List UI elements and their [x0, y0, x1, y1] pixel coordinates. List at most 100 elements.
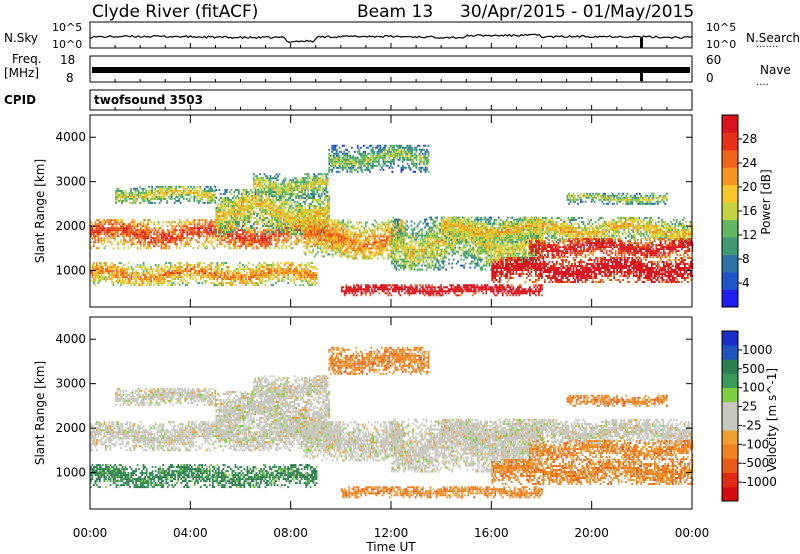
heatmap-cell [131, 245, 133, 247]
heatmap-cell [326, 227, 328, 229]
heatmap-cell [309, 177, 311, 179]
heatmap-cell [95, 239, 97, 241]
heatmap-cell [198, 196, 200, 198]
heatmap-cell [285, 177, 287, 179]
heatmap-cell [273, 195, 275, 197]
heatmap-cell [107, 233, 109, 235]
heatmap-cell [183, 196, 185, 198]
heatmap-cell [131, 276, 133, 278]
nsearch-legend-dots: ······· [756, 42, 778, 53]
heatmap-cell [140, 245, 142, 247]
heatmap-cell [342, 219, 344, 221]
heatmap-cell [194, 225, 196, 227]
heatmap-cell [289, 207, 291, 209]
heatmap-cell [259, 268, 261, 270]
heatmap-cell [315, 219, 317, 221]
heatmap-cell [243, 225, 245, 227]
heatmap-cell [333, 241, 335, 243]
heatmap-cell [287, 262, 289, 264]
heatmap-cell [225, 278, 227, 280]
heatmap-cell [280, 235, 282, 237]
heatmap-cell [166, 194, 168, 196]
heatmap-cell [319, 205, 321, 207]
freq-panel: Freq. [MHz] 18 8 Nave ···· 60 0 [4, 52, 791, 91]
heatmap-cell [345, 231, 347, 233]
heatmap-cell [375, 251, 377, 253]
heatmap-cell [165, 247, 167, 249]
heatmap-cell [285, 187, 287, 189]
heatmap-cell [353, 247, 355, 249]
heatmap-cell [374, 225, 376, 227]
heatmap-cell [175, 188, 177, 190]
heatmap-cell [150, 284, 152, 286]
heatmap-cell [303, 221, 305, 223]
heatmap-cell [317, 247, 319, 249]
heatmap-cell [297, 193, 299, 195]
heatmap-cell [183, 231, 185, 233]
heatmap-cell [195, 239, 197, 241]
heatmap-cell [93, 282, 95, 284]
heatmap-cell [224, 227, 226, 229]
heatmap-cell [140, 243, 142, 245]
heatmap-cell [236, 247, 238, 249]
heatmap-cell [347, 221, 349, 223]
heatmap-cell [150, 278, 152, 280]
heatmap-cell [320, 231, 322, 233]
heatmap-cell [180, 190, 182, 192]
heatmap-cell [374, 233, 376, 235]
heatmap-cell [316, 175, 318, 177]
heatmap-cell [235, 201, 237, 203]
heatmap-cell [164, 272, 166, 274]
heatmap-cell [229, 245, 231, 247]
heatmap-cell [368, 227, 370, 229]
heatmap-cell [285, 229, 287, 231]
heatmap-cell [235, 284, 237, 286]
heatmap-cell [308, 282, 310, 284]
heatmap-cell [129, 280, 131, 282]
heatmap-cell [96, 262, 98, 264]
heatmap-cell [284, 264, 286, 266]
freq-label: Freq. [12, 52, 42, 66]
heatmap-cell [300, 203, 302, 205]
heatmap-cell [374, 237, 376, 239]
heatmap-cell [224, 245, 226, 247]
heatmap-cell [332, 233, 334, 235]
heatmap-cell [287, 282, 289, 284]
heatmap-cell [265, 247, 267, 249]
heatmap-cell [250, 278, 252, 280]
heatmap-cell [253, 177, 255, 179]
heatmap-cell [285, 231, 287, 233]
heatmap-cell [140, 276, 142, 278]
heatmap-cell [126, 194, 128, 196]
heatmap-cell [315, 199, 317, 201]
heatmap-cell [176, 225, 178, 227]
heatmap-cell [161, 266, 163, 268]
heatmap-cell [321, 173, 323, 175]
heatmap-cell [141, 194, 143, 196]
heatmap-cell [301, 237, 303, 239]
heatmap-cell [141, 202, 143, 204]
heatmap-cell [110, 264, 112, 266]
heatmap-cell [315, 237, 317, 239]
heatmap-cell [149, 245, 151, 247]
heatmap-cell [213, 278, 215, 280]
heatmap-cell [206, 270, 208, 272]
heatmap-cell [261, 183, 263, 185]
heatmap-cell [220, 217, 222, 219]
heatmap-cell [159, 194, 161, 196]
heatmap-cell [285, 191, 287, 193]
heatmap-cell [195, 280, 197, 282]
heatmap-cell [158, 229, 160, 231]
heatmap-cell [147, 268, 149, 270]
heatmap-cell [243, 213, 245, 215]
heatmap-cell [149, 219, 151, 221]
heatmap-cell [267, 175, 269, 177]
heatmap-cell [146, 225, 148, 227]
heatmap-cell [280, 262, 282, 264]
heatmap-cell [249, 191, 251, 193]
heatmap-cell [156, 233, 158, 235]
heatmap-cell [105, 235, 107, 237]
heatmap-cell [168, 270, 170, 272]
heatmap-cell [309, 207, 311, 209]
heatmap-cell [224, 191, 226, 193]
